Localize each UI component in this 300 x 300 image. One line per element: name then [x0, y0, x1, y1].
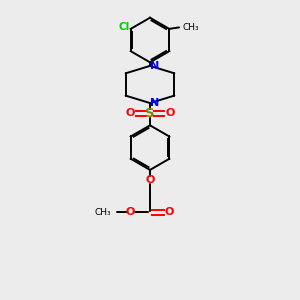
Text: O: O — [145, 175, 155, 185]
Text: S: S — [145, 107, 155, 120]
Text: N: N — [150, 98, 160, 108]
Text: N: N — [150, 61, 160, 71]
Text: Cl: Cl — [118, 22, 130, 32]
Text: O: O — [125, 108, 134, 118]
Text: O: O — [166, 108, 175, 118]
Text: O: O — [125, 207, 134, 218]
Text: O: O — [165, 207, 174, 218]
Text: CH₃: CH₃ — [95, 208, 111, 217]
Text: CH₃: CH₃ — [183, 23, 200, 32]
